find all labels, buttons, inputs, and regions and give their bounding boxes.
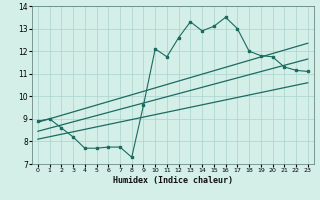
X-axis label: Humidex (Indice chaleur): Humidex (Indice chaleur) <box>113 176 233 185</box>
